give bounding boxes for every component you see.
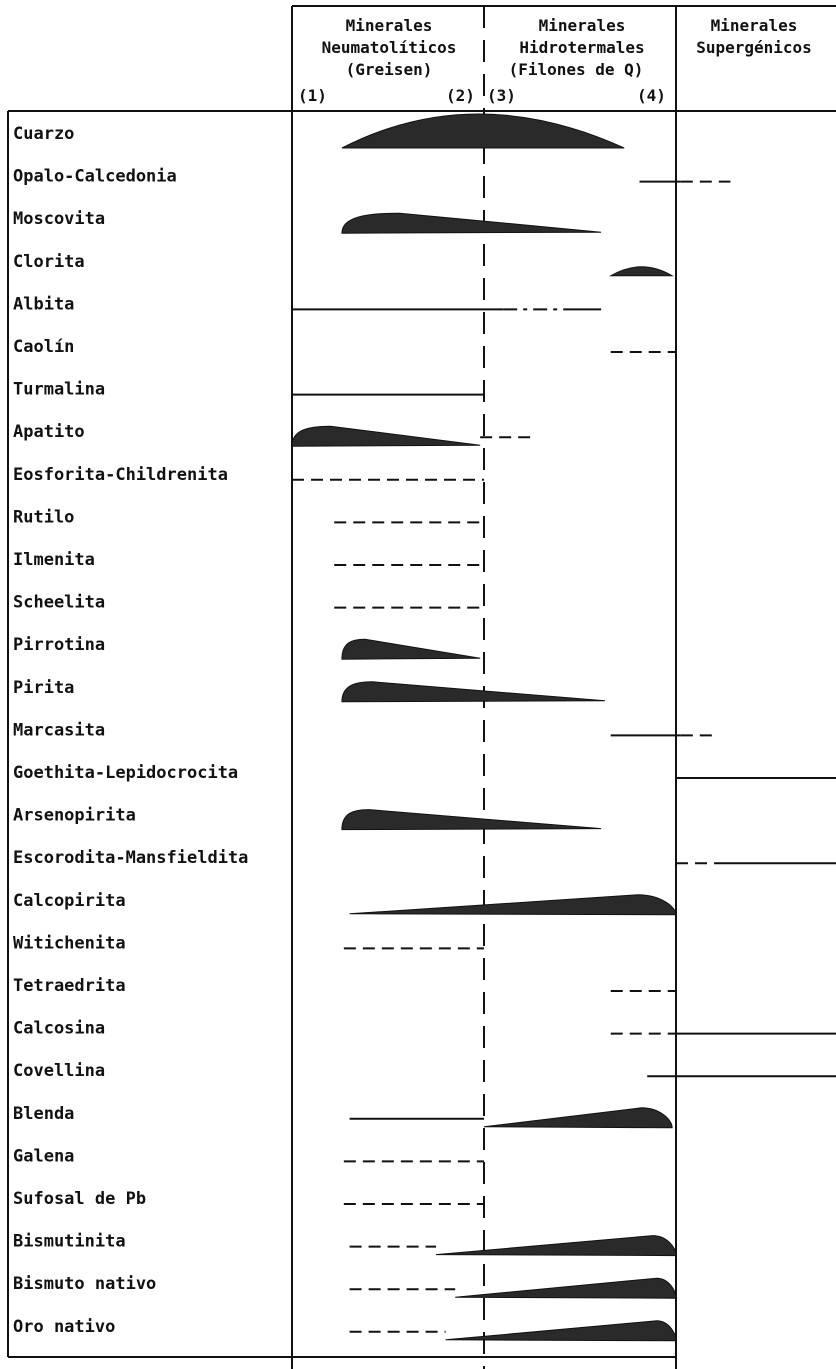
mineral-label: Eosforita-Childrenita — [13, 465, 228, 485]
column-2-line-1: Minerales — [539, 16, 626, 35]
mineral-label: Calcosina — [13, 1019, 105, 1039]
range-abundance — [455, 1277, 677, 1299]
mineral-label: Escorodita-Mansfieldita — [13, 848, 248, 868]
column-1-line-1: Minerales — [346, 16, 433, 35]
mineral-label: Marcasita — [13, 720, 105, 740]
column-headers: Minerales Neumatolíticos (Greisen) Miner… — [298, 16, 812, 105]
mineral-ranges — [291, 113, 836, 1342]
mineral-label: Clorita — [13, 252, 85, 272]
mineral-label: Witichenita — [13, 933, 126, 953]
mineral-label: Bismutinita — [13, 1232, 126, 1252]
diagram-frame — [7, 5, 836, 1369]
stage-marker-1: (1) — [298, 86, 327, 105]
mineral-label: Pirita — [13, 678, 74, 698]
mineral-label: Ilmenita — [13, 550, 95, 570]
mineral-label: Goethita-Lepidocrocita — [13, 763, 238, 783]
column-1-line-3: (Greisen) — [346, 60, 433, 79]
range-abundance — [341, 638, 481, 660]
range-abundance — [349, 894, 677, 916]
mineral-label: Bismuto nativo — [13, 1274, 156, 1294]
stage-marker-4: (4) — [637, 86, 666, 105]
range-abundance — [341, 681, 606, 703]
mineral-label: Moscovita — [13, 209, 105, 229]
mineral-label: Rutilo — [13, 507, 74, 527]
mineral-label: Arsenopirita — [13, 806, 136, 826]
mineral-label: Blenda — [13, 1104, 74, 1124]
mineral-label: Opalo-Calcedonia — [13, 167, 177, 187]
range-abundance — [435, 1235, 677, 1257]
column-3-line-1: Minerales — [711, 16, 798, 35]
mineral-label: Sufosal de Pb — [13, 1189, 146, 1209]
mineral-label: Turmalina — [13, 380, 105, 400]
column-1-line-2: Neumatolíticos — [322, 38, 457, 57]
mineral-label: Scheelita — [13, 593, 105, 613]
mineral-label: Caolín — [13, 337, 74, 357]
column-3-line-2: Supergénicos — [696, 38, 812, 57]
mineral-labels: Cuarzo Opalo-Calcedonia Moscovita Clorita Al… — [13, 124, 248, 1337]
range-abundance — [445, 1320, 677, 1342]
mineral-label: Albita — [13, 294, 74, 314]
column-2-line-2: Hidrotermales — [519, 38, 644, 57]
mineral-label: Apatito — [13, 422, 85, 442]
mineral-label: Galena — [13, 1146, 74, 1166]
range-abundance — [341, 809, 602, 831]
mineral-label: Pirrotina — [13, 635, 105, 655]
stage-marker-2: (2) — [446, 86, 475, 105]
range-abundance — [341, 113, 625, 149]
range-abundance — [291, 425, 481, 447]
mineral-label: Cuarzo — [13, 124, 74, 144]
mineral-label: Calcopirita — [13, 891, 126, 911]
range-abundance — [483, 1107, 673, 1129]
mineral-label: Oro nativo — [13, 1317, 115, 1337]
column-2-line-3: (Filones de Q) — [509, 60, 644, 79]
mineral-label: Tetraedrita — [13, 976, 126, 996]
stage-marker-3: (3) — [487, 86, 516, 105]
range-abundance — [341, 212, 602, 234]
mineral-label: Covellina — [13, 1061, 105, 1081]
range-abundance — [608, 266, 675, 277]
